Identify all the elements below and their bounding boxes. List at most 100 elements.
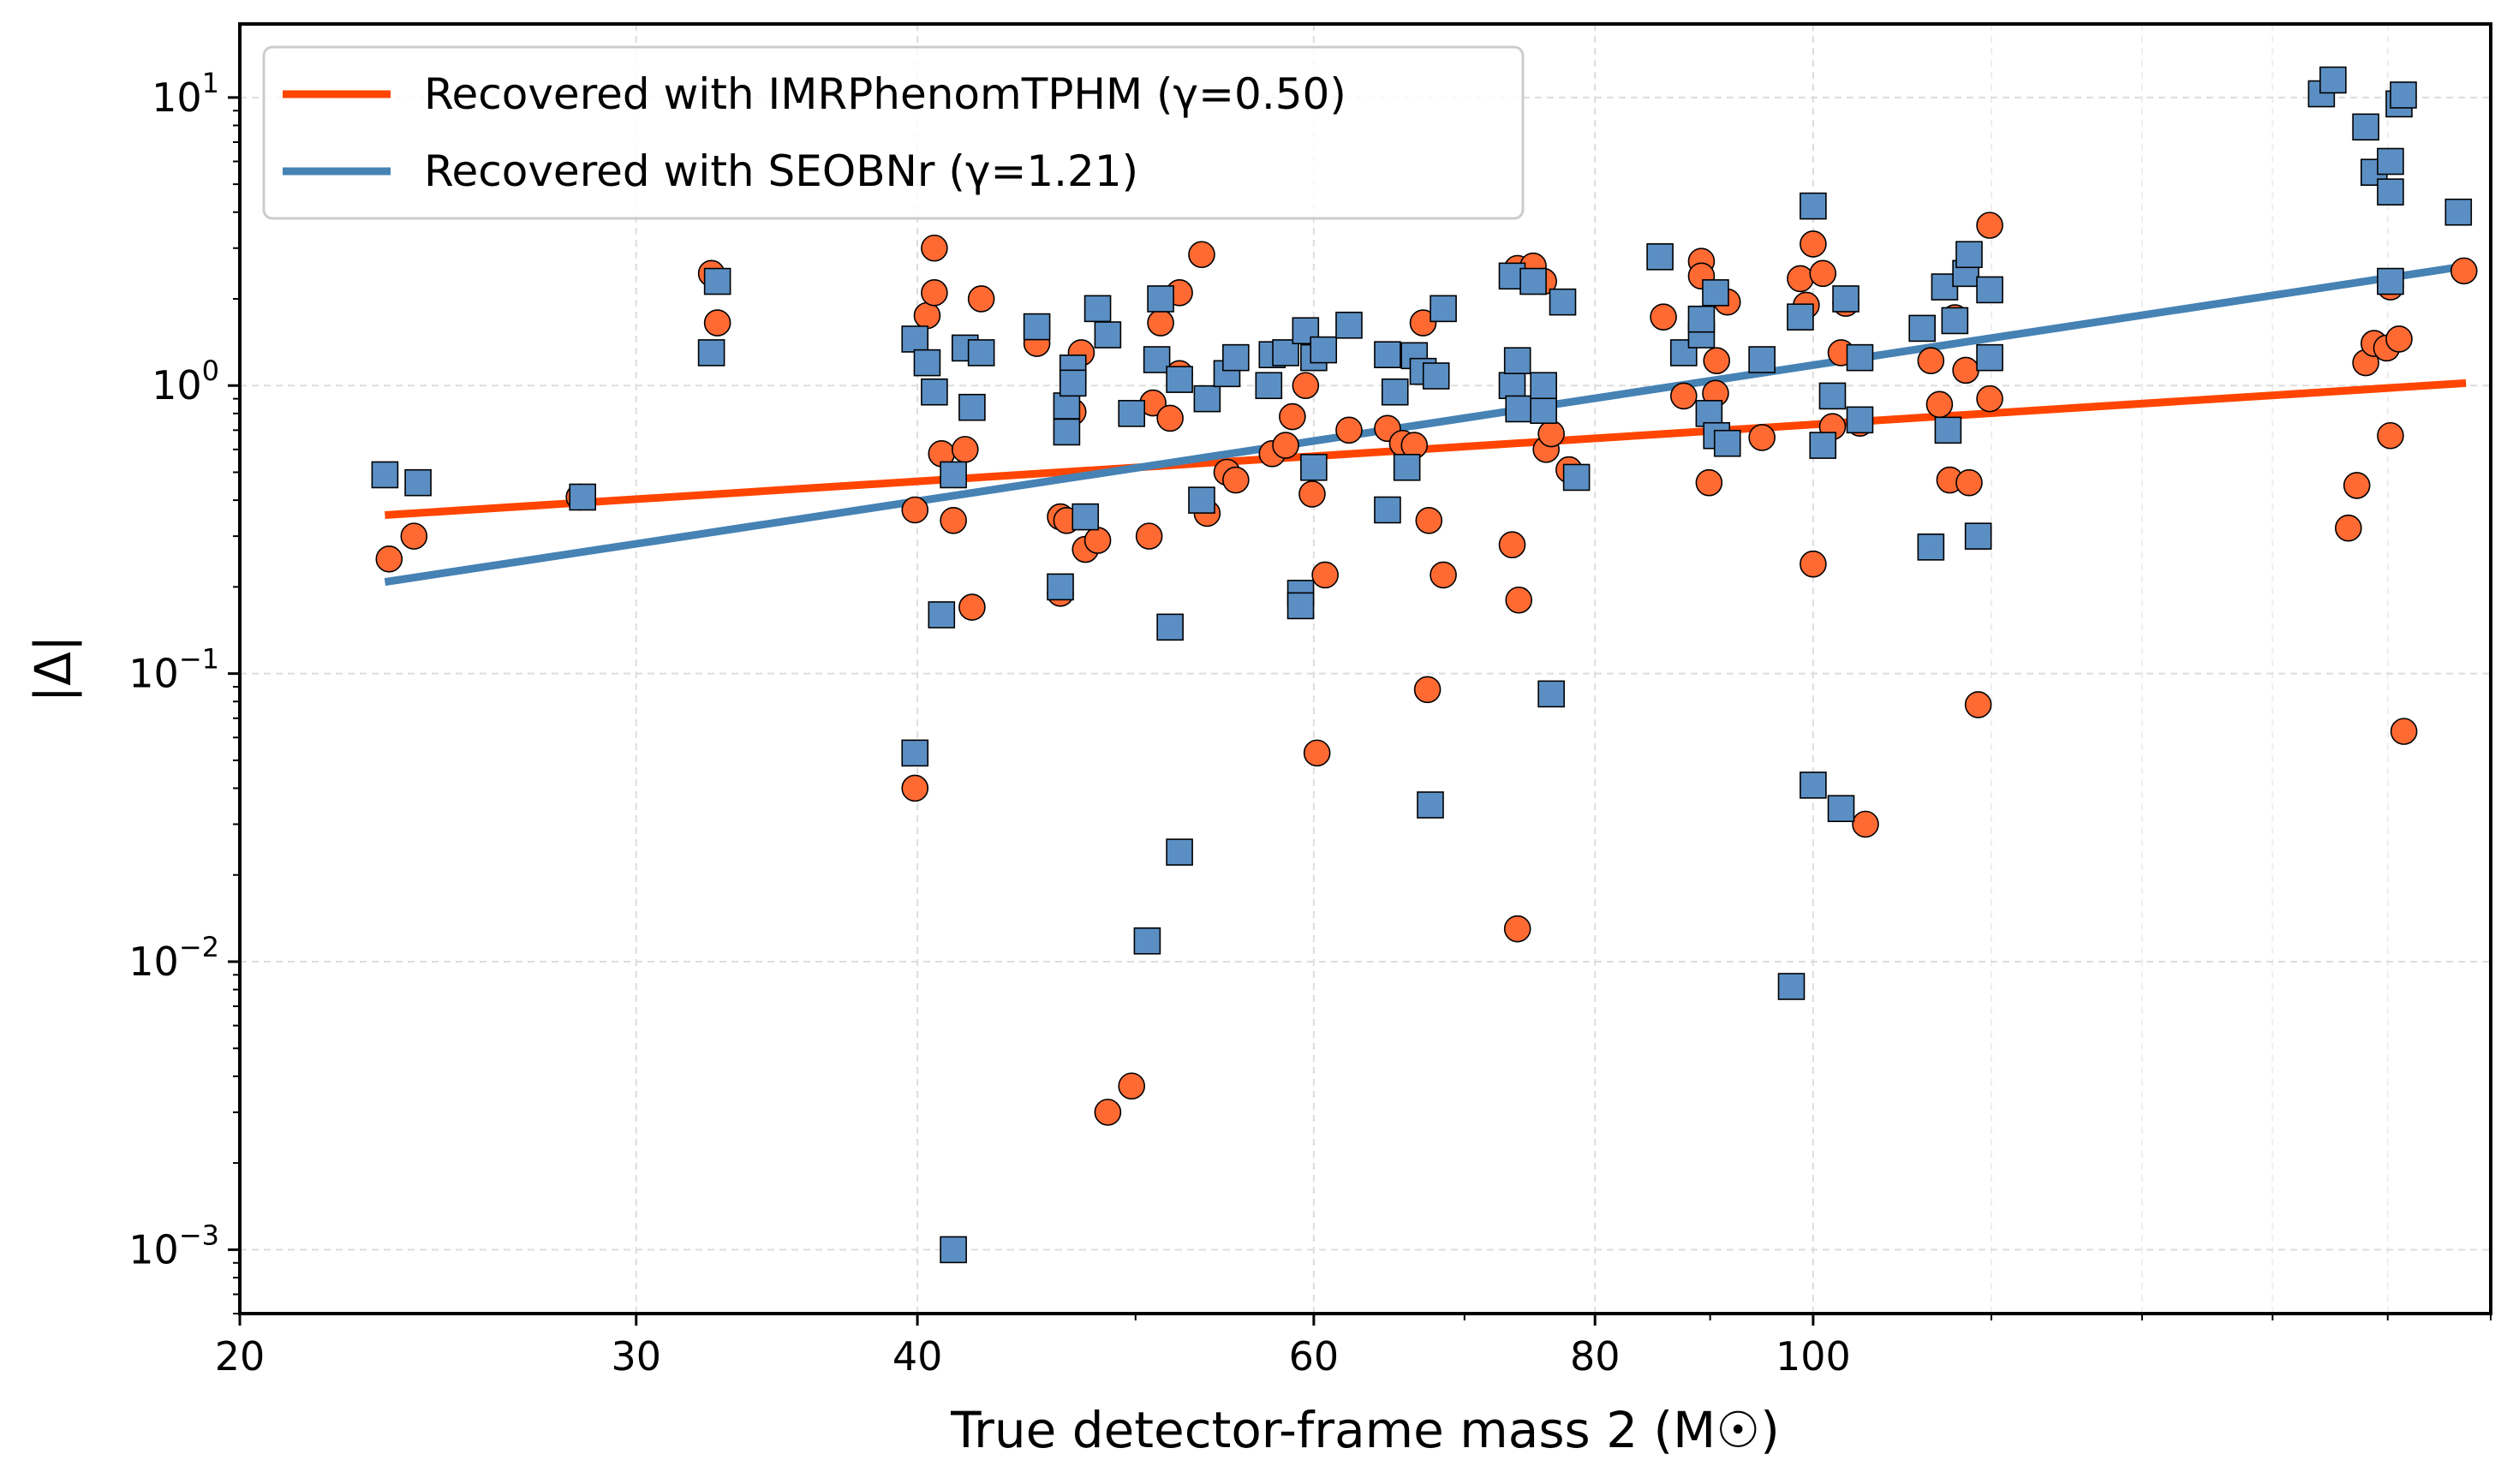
minor-ticks [233, 110, 2492, 1320]
y-axis-title: |Δ| [24, 635, 82, 703]
point-seobnr [371, 461, 399, 489]
legend: Recovered with IMRPhenomTPHM (γ=0.50) Re… [262, 45, 1525, 220]
point-seobnr [1374, 496, 1401, 524]
point-seobnr [1422, 362, 1450, 390]
point-seobnr [1381, 378, 1409, 406]
point-imrphenom [921, 279, 948, 307]
fit-line-1 [384, 262, 2467, 587]
point-imrphenom [1952, 356, 1979, 384]
point-seobnr [1713, 429, 1741, 457]
point-seobnr [1335, 311, 1363, 339]
point-imrphenom [1917, 347, 1945, 374]
point-imrphenom [400, 522, 428, 550]
point-seobnr [1023, 313, 1051, 341]
x-tick-label: 20 [215, 1333, 266, 1380]
point-imrphenom [1695, 468, 1723, 497]
point-seobnr [1300, 453, 1328, 481]
point-seobnr [1800, 192, 1827, 220]
point-seobnr [1118, 400, 1146, 427]
point-imrphenom [1303, 739, 1331, 767]
point-seobnr [2390, 81, 2417, 109]
point-imrphenom [1147, 309, 1174, 337]
point-imrphenom [913, 301, 941, 330]
point-seobnr [921, 378, 948, 406]
point-seobnr [2377, 267, 2404, 295]
point-seobnr [1562, 463, 1591, 492]
point-seobnr [1255, 372, 1283, 400]
plot-frame [238, 22, 2492, 1315]
point-seobnr [1818, 382, 1847, 410]
point-imrphenom [2335, 514, 2362, 542]
point-imrphenom [1430, 561, 1457, 589]
point-imrphenom [1976, 384, 2003, 413]
point-imrphenom [1135, 522, 1163, 550]
point-seobnr [1393, 453, 1421, 481]
point-imrphenom [1955, 468, 1983, 497]
point-seobnr [1934, 416, 1962, 444]
point-imrphenom [1498, 531, 1526, 559]
point-imrphenom [2390, 718, 2418, 745]
legend-box [262, 45, 1525, 220]
point-seobnr [901, 739, 929, 767]
point-imrphenom [1094, 1099, 1122, 1126]
x-tick-label: 100 [1776, 1333, 1851, 1380]
point-seobnr [1166, 366, 1193, 393]
point-seobnr [1094, 321, 1122, 349]
point-imrphenom [1292, 372, 1320, 400]
point-imrphenom [1279, 402, 1306, 431]
point-seobnr [1846, 406, 1874, 434]
point-seobnr [1053, 418, 1081, 446]
point-seobnr [1156, 613, 1184, 641]
point-seobnr [2377, 178, 2404, 206]
point-seobnr [940, 461, 967, 489]
point-imrphenom [967, 285, 995, 313]
point-seobnr [1147, 285, 1174, 313]
point-seobnr [940, 1236, 967, 1264]
point-imrphenom [901, 496, 929, 524]
point-seobnr [2319, 66, 2347, 94]
point-seobnr [1827, 795, 1855, 823]
point-seobnr [1646, 243, 1674, 271]
point-seobnr [1846, 343, 1874, 372]
legend-label-seobnr: Recovered with SEOBNr (γ=1.21) [424, 146, 1138, 196]
point-imrphenom [1335, 416, 1363, 444]
point-seobnr [1832, 285, 1859, 313]
point-seobnr [1748, 346, 1776, 373]
point-imrphenom [1272, 432, 1299, 459]
point-imrphenom [2343, 472, 2371, 499]
point-imrphenom [1537, 420, 1565, 448]
point-imrphenom [1703, 347, 1731, 374]
point-imrphenom [1188, 241, 1215, 269]
x-tick-label: 40 [892, 1333, 943, 1380]
point-seobnr [1143, 346, 1171, 373]
point-imrphenom [1748, 424, 1776, 451]
point-imrphenom [1852, 810, 1879, 838]
point-imrphenom [1083, 527, 1112, 554]
point-seobnr [1417, 791, 1444, 819]
x-tick-label: 30 [611, 1333, 661, 1380]
point-seobnr [404, 468, 432, 497]
x-axis-ticks: 20 30 40 60 80 100 [215, 1314, 1851, 1380]
point-imrphenom [1809, 259, 1837, 288]
point-seobnr [1374, 341, 1401, 368]
x-tick-label: 60 [1289, 1333, 1340, 1380]
point-seobnr [1530, 372, 1557, 400]
point-seobnr [1687, 305, 1716, 333]
point-seobnr [1964, 522, 1992, 550]
x-axis-title: True detector-frame mass 2 (M☉) [950, 1401, 1780, 1459]
point-seobnr [958, 393, 986, 421]
point-seobnr [1133, 927, 1161, 955]
point-seobnr [1519, 267, 1547, 295]
point-imrphenom [1118, 1072, 1146, 1100]
point-imrphenom [1156, 404, 1184, 432]
point-imrphenom [921, 234, 948, 262]
y-tick-label: 101 [152, 67, 219, 121]
point-seobnr [1941, 307, 1969, 335]
point-seobnr [1787, 303, 1814, 331]
point-imrphenom [1787, 265, 1814, 293]
point-seobnr [1292, 317, 1320, 345]
point-seobnr [1976, 276, 2003, 304]
point-seobnr [1505, 395, 1533, 423]
point-seobnr [1976, 343, 2003, 372]
point-imrphenom [1311, 561, 1339, 589]
